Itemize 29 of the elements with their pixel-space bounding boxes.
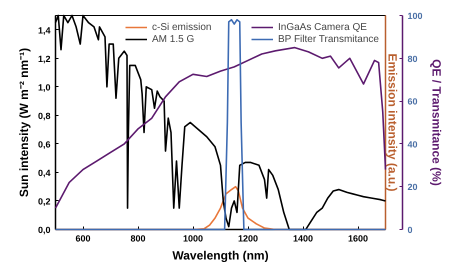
y-tick-label: 1,4 [38, 25, 51, 36]
line-series [54, 46, 386, 209]
y-axis-title: Sun intensity (W m⁻² nm⁻¹) [16, 48, 31, 198]
legend-label: c-Si emission [152, 21, 212, 33]
x-axis-title: Wavelength (nm) [172, 248, 269, 262]
y-tick-label: 0,8 [38, 110, 51, 121]
x-tick-label: 1400 [292, 234, 314, 244]
y2-tick-label: 100 [408, 11, 423, 21]
y2-tick-label: 20 [408, 182, 418, 192]
y-tick-label: 0,4 [38, 168, 51, 178]
y2-tick-label: 0 [408, 225, 413, 235]
legend-label: BP Filter Transmitance [278, 33, 379, 45]
x-tick-label: 800 [130, 234, 146, 244]
x-tick-label: 600 [75, 234, 91, 244]
x-tick-label: 1000 [182, 234, 204, 244]
y2-tick-label: 40 [408, 139, 418, 150]
y-tick-label: 0,6 [38, 139, 51, 150]
x-tick-label: 1600 [348, 234, 368, 244]
y2-tick-label: 60 [408, 96, 418, 107]
y3-axis-title: Emission intensity (a.u.) [386, 53, 400, 192]
y-tick-label: 1,0 [38, 82, 51, 92]
y2-axis-title: QE / Transmitance (%) [430, 59, 444, 186]
legend-label: InGaAs Camera QE [278, 21, 367, 33]
y-tick-label: 0,0 [38, 225, 51, 235]
y-tick-label: 0,2 [38, 196, 51, 206]
legend-label: AM 1.5 G [152, 33, 194, 45]
y-tick-label: 1,2 [38, 54, 51, 64]
x-tick-label: 1200 [238, 234, 258, 244]
y2-tick-label: 80 [408, 54, 418, 64]
